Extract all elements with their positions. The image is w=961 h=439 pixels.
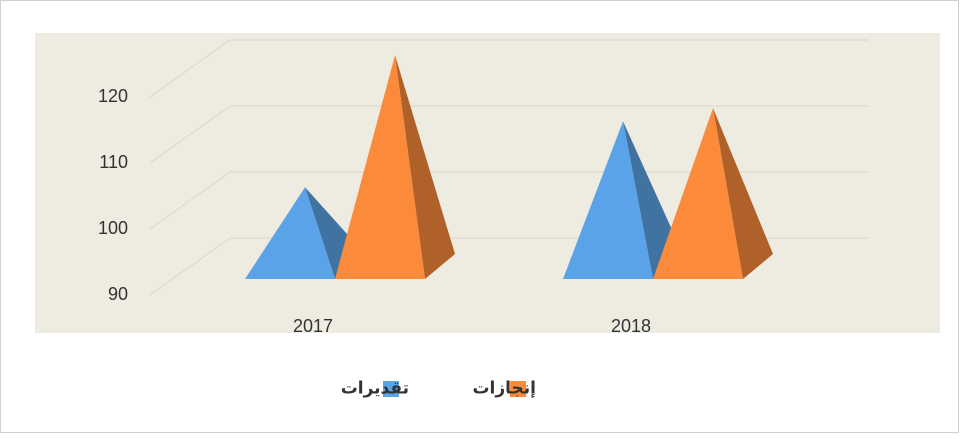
grid-line — [149, 171, 231, 230]
grid-line — [149, 105, 231, 164]
pyramid — [563, 121, 653, 279]
pyramid — [653, 108, 743, 279]
y-tick-label: 110 — [99, 152, 128, 172]
plot-area — [35, 33, 940, 333]
x-tick-label: 2018 — [611, 316, 651, 336]
legend-label: إنجازات — [472, 378, 536, 397]
y-tick-label: 90 — [108, 284, 128, 304]
pyramid — [335, 55, 425, 279]
x-tick-label: 2017 — [293, 316, 333, 336]
pyramid — [245, 187, 335, 279]
legend-swatch — [510, 381, 526, 397]
y-tick-label: 120 — [98, 86, 128, 106]
grid-line — [149, 237, 231, 296]
grid-line — [149, 39, 231, 98]
pyramid-side — [395, 55, 455, 279]
y-tick-label: 100 — [98, 218, 128, 238]
legend-swatch — [383, 381, 399, 397]
pyramid-side — [713, 108, 773, 279]
legend-label: تقديرات — [341, 378, 409, 398]
